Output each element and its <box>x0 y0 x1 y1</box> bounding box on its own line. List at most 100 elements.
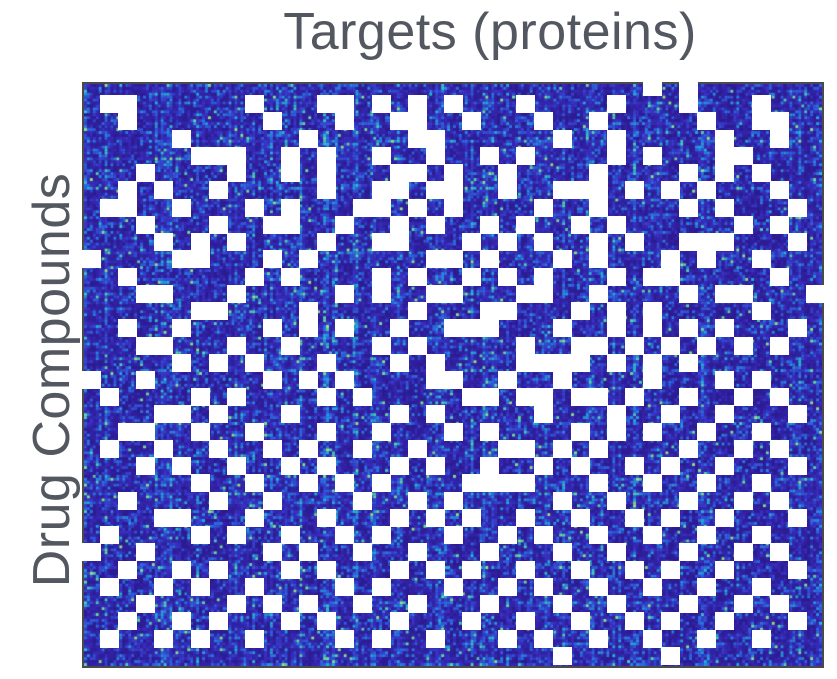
missing-value-cell <box>136 164 156 183</box>
missing-value-cell <box>516 336 536 355</box>
x-axis-label: Targets (proteins) <box>283 3 697 61</box>
missing-value-cell <box>480 250 500 269</box>
missing-value-cell <box>226 526 246 545</box>
missing-value-cell <box>624 388 644 407</box>
missing-value-cell <box>154 508 174 527</box>
missing-value-cell <box>733 284 753 303</box>
missing-value-cell <box>643 319 663 338</box>
missing-value-cell <box>715 198 735 217</box>
missing-value-cell <box>715 146 735 165</box>
missing-value-cell <box>262 371 282 389</box>
missing-value-cell <box>244 577 264 596</box>
missing-value-cell <box>661 612 681 631</box>
missing-value-cell <box>335 284 355 303</box>
missing-value-cell <box>715 284 735 303</box>
missing-value-cell <box>190 526 210 545</box>
missing-value-cell <box>733 543 753 562</box>
missing-value-cell <box>100 95 120 114</box>
missing-value-cell <box>697 112 717 131</box>
missing-value-cell <box>534 267 554 286</box>
missing-value-cell <box>443 422 463 441</box>
missing-value-cell <box>570 457 590 476</box>
missing-value-cell <box>661 336 681 355</box>
missing-value-cell <box>480 302 500 321</box>
missing-value-cell <box>534 284 554 303</box>
missing-value-cell <box>190 422 210 441</box>
missing-value-cell <box>570 560 590 579</box>
missing-value-cell <box>154 233 174 252</box>
missing-value-cell <box>498 233 518 252</box>
missing-value-cell <box>552 543 572 562</box>
missing-value-cell <box>407 336 427 355</box>
missing-value-cell <box>100 439 120 458</box>
missing-value-cell <box>226 233 246 252</box>
missing-value-cell <box>606 491 626 510</box>
missing-value-cell <box>244 629 264 648</box>
missing-value-cell <box>281 146 301 165</box>
missing-value-cell <box>281 267 301 286</box>
missing-value-cell <box>679 233 699 252</box>
missing-value-cell <box>281 457 301 476</box>
missing-value-cell <box>570 336 590 355</box>
missing-value-cell <box>407 267 427 286</box>
missing-value-cell <box>606 95 626 114</box>
missing-value-cell <box>281 336 301 355</box>
missing-value-cell <box>154 629 174 648</box>
missing-value-cell <box>172 353 192 372</box>
missing-value-cell <box>588 112 608 131</box>
missing-value-cell <box>516 95 536 114</box>
missing-value-cell <box>208 612 228 631</box>
missing-value-cell <box>208 302 228 321</box>
missing-value-cell <box>588 336 608 355</box>
missing-value-cell <box>606 353 626 372</box>
missing-value-cell <box>118 112 138 131</box>
missing-value-cell <box>443 577 463 596</box>
missing-value-cell <box>751 474 771 493</box>
missing-value-cell <box>787 405 807 424</box>
missing-value-cell <box>552 353 572 372</box>
missing-value-cell <box>407 491 427 510</box>
missing-value-cell <box>118 491 138 510</box>
missing-value-cell <box>624 508 644 527</box>
missing-value-cell <box>335 319 355 338</box>
missing-value-cell <box>136 371 156 389</box>
missing-value-cell <box>570 388 590 407</box>
missing-value-cell <box>769 129 789 148</box>
missing-value-cell <box>498 267 518 286</box>
missing-value-cell <box>371 526 391 545</box>
missing-value-cell <box>371 629 391 648</box>
missing-value-cell <box>751 629 771 648</box>
missing-value-cell <box>715 233 735 252</box>
missing-value-cell <box>679 164 699 183</box>
missing-value-cell <box>462 319 482 338</box>
missing-value-cell <box>606 595 626 614</box>
missing-value-cell <box>425 146 445 165</box>
missing-value-cell <box>624 560 644 579</box>
missing-value-cell <box>588 439 608 458</box>
missing-value-cell <box>624 181 644 200</box>
missing-value-cell <box>425 371 445 389</box>
missing-value-cell <box>769 215 789 234</box>
missing-value-cell <box>190 388 210 407</box>
missing-value-cell <box>480 543 500 562</box>
missing-value-cell <box>480 457 500 476</box>
missing-value-cell <box>480 422 500 441</box>
missing-value-cell <box>443 319 463 338</box>
missing-value-cell <box>299 439 319 458</box>
missing-value-cell <box>787 612 807 631</box>
missing-value-cell <box>733 595 753 614</box>
missing-value-cell <box>371 198 391 217</box>
missing-value-cell <box>136 422 156 441</box>
missing-value-cell <box>751 371 771 389</box>
missing-value-cell <box>534 457 554 476</box>
missing-value-cell <box>661 457 681 476</box>
missing-value-cell <box>335 526 355 545</box>
missing-value-cell <box>136 215 156 234</box>
missing-value-cell <box>570 215 590 234</box>
missing-value-cell <box>443 95 463 114</box>
missing-value-cell <box>715 508 735 527</box>
missing-value-cell <box>389 319 409 338</box>
missing-value-cell <box>353 595 373 614</box>
missing-value-cell <box>534 526 554 545</box>
missing-value-cell <box>715 405 735 424</box>
